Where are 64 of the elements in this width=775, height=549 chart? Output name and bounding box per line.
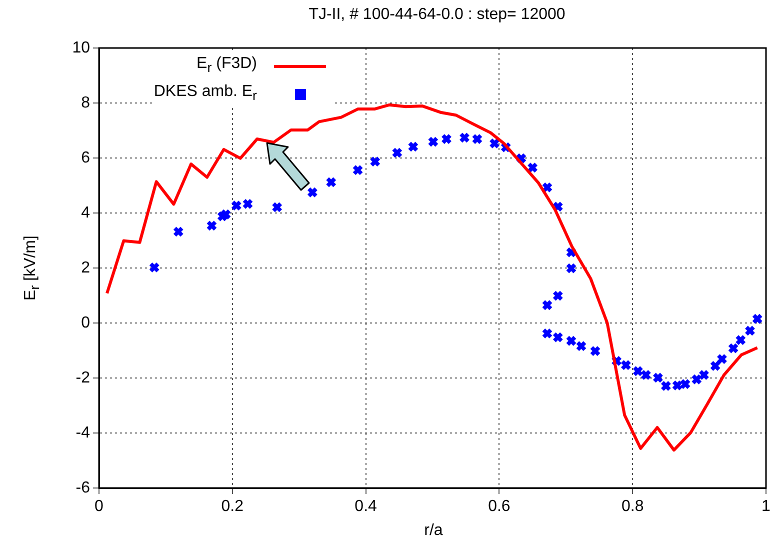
point — [216, 210, 228, 222]
point — [472, 133, 483, 145]
y-tick-label: 0 — [81, 314, 90, 332]
x-tick-label: 0.8 — [621, 498, 644, 516]
point — [272, 202, 283, 213]
point — [206, 220, 218, 232]
point — [632, 366, 644, 377]
point — [576, 340, 587, 352]
point — [428, 136, 439, 148]
point — [408, 141, 419, 152]
point — [710, 360, 721, 372]
point — [590, 346, 601, 357]
point — [640, 369, 652, 381]
point — [488, 138, 500, 149]
point — [440, 133, 452, 145]
point — [230, 200, 242, 212]
point — [527, 162, 538, 174]
y-tick-label: -6 — [76, 479, 90, 496]
point — [552, 201, 564, 212]
point — [744, 325, 756, 336]
point — [552, 290, 564, 302]
point — [672, 380, 683, 391]
y-tick-label: 10 — [72, 39, 90, 56]
point — [691, 374, 702, 385]
y-tick-label: 8 — [81, 94, 90, 112]
point — [652, 372, 664, 384]
point — [172, 226, 184, 238]
point — [752, 313, 763, 324]
y-tick-label: 6 — [81, 149, 90, 166]
legend-label: E$_{r}$ (F3D) — [196, 54, 257, 78]
point — [698, 369, 710, 381]
point — [148, 262, 160, 273]
x-tick-label: 0.2 — [221, 498, 244, 516]
point — [735, 334, 746, 346]
point — [542, 182, 553, 193]
point — [392, 147, 403, 158]
chart-title: TJ-II, # 100-44-64-0.0 : step= 12000 — [308, 6, 566, 24]
point — [566, 335, 577, 346]
point — [566, 262, 577, 274]
point — [620, 360, 632, 371]
point — [660, 380, 672, 392]
point — [306, 186, 318, 198]
point — [680, 378, 691, 390]
x-tick-label: 0.4 — [354, 498, 378, 516]
legend-label: DKES amb. E$_{r}$ — [154, 82, 257, 106]
y-tick-label: -2 — [76, 369, 90, 386]
point — [716, 353, 728, 365]
y-tick-label: 2 — [81, 259, 90, 276]
point — [542, 328, 553, 339]
point — [728, 342, 739, 354]
point — [458, 132, 470, 144]
point — [552, 332, 564, 343]
y-tick-label: -4 — [76, 424, 90, 442]
x-tick-label: 0 — [94, 498, 104, 516]
point — [326, 176, 337, 188]
point — [352, 164, 364, 176]
point — [370, 156, 381, 168]
x-tick-label: 0.6 — [488, 498, 510, 516]
point — [220, 208, 232, 220]
x-axis-title: r/a — [423, 522, 444, 540]
point — [242, 198, 254, 210]
y-tick-label: 4 — [81, 204, 90, 222]
x-tick-label: 1 — [762, 498, 771, 516]
point — [542, 300, 553, 311]
